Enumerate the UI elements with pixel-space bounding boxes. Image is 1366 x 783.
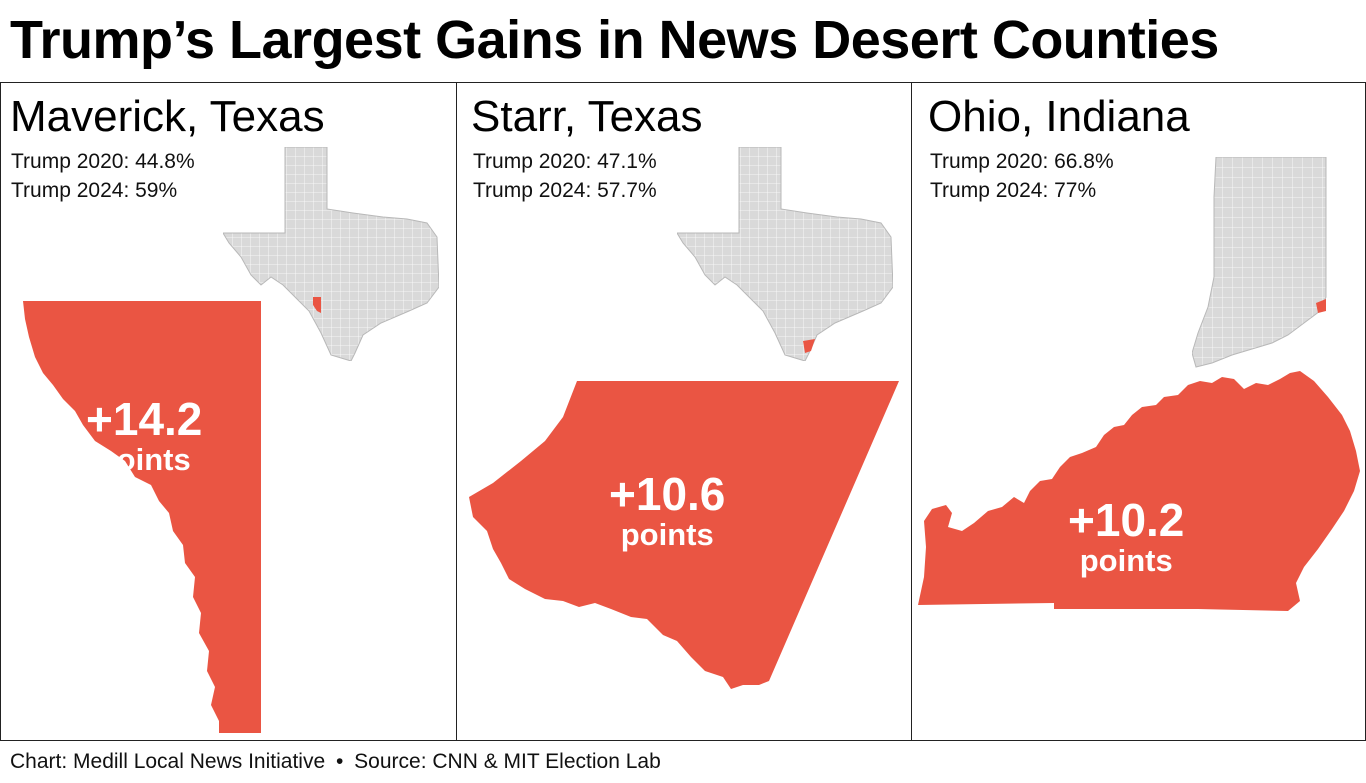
trump-2020-stat: Trump 2020: 44.8%: [11, 150, 195, 173]
gain-unit: points: [620, 517, 714, 552]
texas-locator-map: [223, 147, 439, 361]
gain-label: +14.2 points: [86, 396, 202, 475]
panel-maverick: Maverick, Texas Trump 2020: 44.8% Trump …: [0, 82, 457, 741]
trump-2024-stat: Trump 2024: 57.7%: [473, 179, 657, 202]
chart-footer: Chart: Medill Local News Initiative • So…: [10, 750, 661, 774]
chart-title: Trump’s Largest Gains in News Desert Cou…: [10, 10, 1219, 70]
gain-label: +10.6 points: [609, 471, 725, 550]
starr-county-highlight: [803, 339, 815, 353]
gain-value: +14.2: [86, 393, 203, 445]
chart-source: Source: CNN & MIT Election Lab: [354, 750, 661, 773]
texas-locator-map: [677, 147, 893, 361]
footer-separator: •: [335, 750, 344, 773]
indiana-locator-map: [1192, 157, 1327, 368]
maverick-county-map: [23, 301, 261, 733]
trump-2024-stat: Trump 2024: 77%: [930, 179, 1097, 202]
ohio-county-highlight: [1316, 299, 1326, 313]
gain-value: +10.2: [1068, 494, 1185, 546]
gain-value: +10.6: [609, 468, 726, 520]
indiana-state-shape: [1192, 157, 1327, 368]
trump-2024-stat: Trump 2024: 59%: [11, 179, 178, 202]
gain-unit: points: [1079, 543, 1173, 578]
starr-county-shape: [469, 381, 899, 689]
starr-county-map: [469, 381, 899, 689]
county-heading: Ohio, Indiana: [928, 92, 1190, 141]
chart-credit: Chart: Medill Local News Initiative: [10, 750, 326, 773]
maverick-county-shape: [23, 301, 261, 733]
county-panels: Maverick, Texas Trump 2020: 44.8% Trump …: [0, 82, 1366, 743]
ohio-county-map: [918, 371, 1360, 611]
gain-unit: points: [97, 442, 191, 477]
trump-2020-stat: Trump 2020: 66.8%: [930, 150, 1114, 173]
ohio-county-shape: [918, 371, 1360, 611]
texas-state-shape: [223, 147, 439, 361]
panel-ohio: Ohio, Indiana Trump 2020: 66.8% Trump 20…: [911, 82, 1366, 741]
gain-label: +10.2 points: [1068, 497, 1184, 576]
county-heading: Maverick, Texas: [10, 92, 325, 141]
county-heading: Starr, Texas: [471, 92, 703, 141]
panel-starr: Starr, Texas Trump 2020: 47.1% Trump 202…: [456, 82, 912, 741]
maverick-county-highlight: [313, 297, 321, 313]
trump-2020-stat: Trump 2020: 47.1%: [473, 150, 657, 173]
texas-state-shape: [677, 147, 893, 361]
